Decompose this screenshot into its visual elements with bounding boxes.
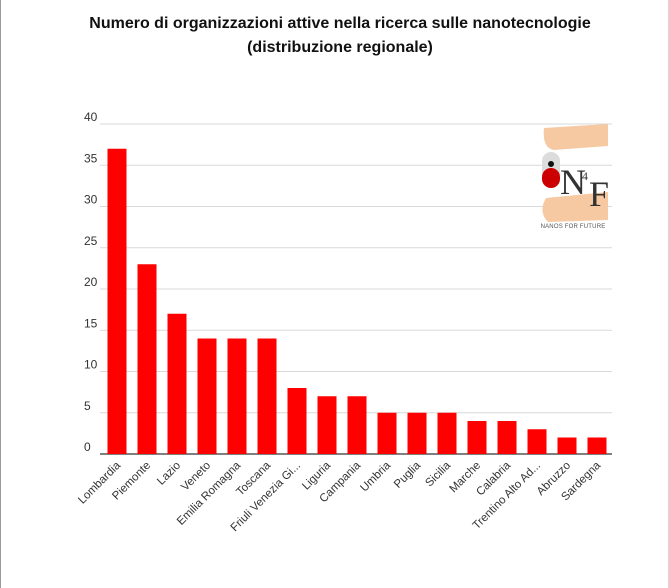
- bar: [167, 313, 187, 454]
- bar: [197, 338, 217, 454]
- chart-title: Numero di organizzazioni attive nella ri…: [20, 12, 660, 60]
- y-tick-label: 35: [84, 151, 98, 165]
- n4f-logo: N 4 F: [542, 124, 608, 222]
- bar: [257, 338, 277, 454]
- bar: [317, 396, 337, 454]
- y-tick-label: 15: [84, 316, 98, 330]
- bar: [437, 412, 457, 454]
- chart-title-line-1: Numero di organizzazioni attive nella ri…: [89, 15, 591, 32]
- bar: [407, 412, 427, 454]
- y-tick-label: 10: [84, 358, 98, 372]
- y-tick-label: 5: [84, 399, 91, 413]
- bar: [467, 421, 487, 454]
- bar: [287, 388, 307, 454]
- bar: [527, 429, 547, 454]
- y-tick-label: 0: [84, 440, 91, 454]
- bar: [497, 421, 517, 454]
- window-left-border: [0, 0, 1, 588]
- bar: [227, 338, 247, 454]
- bar: [107, 148, 127, 454]
- bar: [557, 437, 577, 454]
- bar: [377, 412, 397, 454]
- y-tick-label: 25: [84, 234, 98, 248]
- y-tick-label: 40: [84, 110, 98, 124]
- logo-letters-f: F: [589, 174, 608, 214]
- y-tick-label: 20: [84, 275, 98, 289]
- x-tick-label: Puglia: [392, 459, 424, 491]
- y-tick-label: 30: [84, 193, 98, 207]
- logo-caption: NANOS FOR FUTURE: [540, 224, 606, 230]
- bar: [137, 264, 157, 454]
- bar: [347, 396, 367, 454]
- x-tick-label: Lazio: [155, 460, 183, 488]
- logo-letters-n: N: [560, 162, 586, 202]
- x-tick-label: Umbria: [358, 459, 393, 494]
- chart-title-line-2: (distribuzione regionale): [247, 39, 433, 56]
- logo-letters-4: 4: [582, 169, 588, 183]
- bar: [587, 437, 607, 454]
